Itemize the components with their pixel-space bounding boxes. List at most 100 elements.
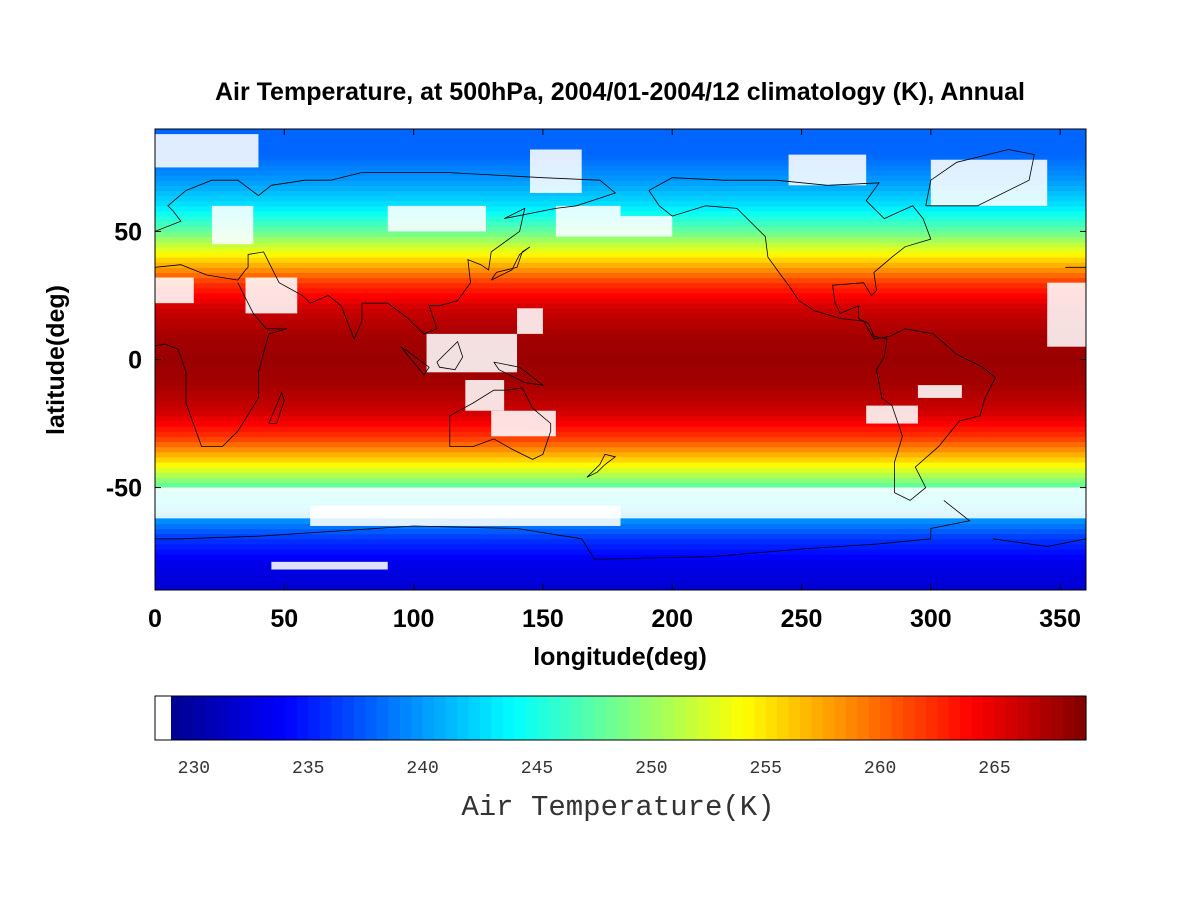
heatmap-band [155, 139, 1086, 145]
heatmap-band [155, 410, 1086, 417]
colorbar-segment [617, 696, 630, 740]
heatmap-band [155, 538, 1086, 545]
heatmap-band [155, 257, 1086, 263]
colorbar-segment [456, 696, 469, 740]
colorbar-segment [742, 696, 755, 740]
colorbar-tick-label: 250 [635, 759, 667, 779]
heatmap-band [155, 185, 1086, 192]
heatmap-band [155, 564, 1086, 571]
missing-data-patch [917, 385, 962, 398]
heatmap-band [155, 523, 1086, 530]
heatmap-band [155, 149, 1086, 156]
colorbar-segment [834, 696, 847, 740]
heatmap-band [155, 364, 1086, 371]
heatmap-band [155, 251, 1086, 258]
heatmap-band [155, 287, 1086, 294]
missing-data-patch [245, 277, 298, 314]
heatmap-band [155, 477, 1086, 484]
colorbar-label: Air Temperature(K) [461, 791, 774, 824]
heatmap-band [155, 482, 1086, 489]
heatmap-band [155, 134, 1086, 140]
x-tick-label: 300 [910, 605, 952, 633]
colorbar-segment [983, 696, 996, 740]
colorbar-segment [708, 696, 721, 740]
heatmap-band [155, 236, 1086, 243]
heatmap-band [155, 144, 1086, 151]
colorbar-segment [491, 696, 504, 740]
heatmap-band [155, 272, 1086, 279]
colorbar-segment [193, 696, 206, 740]
heatmap-band [155, 579, 1086, 586]
colorbar-segment [285, 696, 298, 740]
colorbar-segment [685, 696, 698, 740]
heatmap-band [155, 246, 1086, 253]
heatmap-band [155, 446, 1086, 453]
heatmap-band [155, 405, 1086, 412]
colorbar [154, 695, 1087, 741]
heatmap-band [155, 359, 1086, 366]
colorbar-segment [559, 696, 572, 740]
y-axis: -50 0 50 [106, 218, 1086, 503]
colorbar-tick-label: 230 [178, 759, 210, 779]
colorbar-segment [868, 696, 881, 740]
heatmap-band [155, 354, 1086, 361]
heatmap-band [155, 369, 1086, 376]
colorbar-segment [651, 696, 664, 740]
heatmap-band [155, 543, 1086, 550]
colorbar-segment [205, 696, 218, 740]
heatmap-band [155, 472, 1086, 478]
colorbar-segment [571, 696, 584, 740]
heatmap-band [155, 318, 1086, 325]
colorbar-segment [1051, 696, 1064, 740]
missing-data-patch [271, 561, 388, 570]
colorbar-segment [880, 696, 893, 740]
heatmap-band [155, 441, 1086, 448]
heatmap-band [155, 374, 1086, 381]
heatmap-band [155, 190, 1086, 197]
colorbar-segment [674, 696, 687, 740]
heatmap-band [155, 400, 1086, 407]
heatmap-plot [155, 129, 1086, 590]
x-tick-label: 200 [651, 605, 693, 633]
colorbar-segment [273, 696, 286, 740]
missing-data-patch [155, 277, 194, 304]
y-tick-label: -50 [106, 475, 142, 503]
colorbar-tick-label: 265 [978, 759, 1010, 779]
colorbar-segment [525, 696, 538, 740]
heatmap-band [155, 180, 1086, 186]
colorbar-segment [1040, 696, 1053, 740]
colorbar-segment [262, 696, 275, 740]
colorbar-segment [720, 696, 733, 740]
heatmap-band [155, 385, 1086, 391]
colorbar-segment [1063, 696, 1076, 740]
coastline [400, 346, 430, 376]
missing-data-patch [788, 154, 867, 186]
heatmap-band [155, 175, 1086, 181]
colorbar-segment [468, 696, 481, 740]
colorbar-segment [971, 696, 984, 740]
coastline [436, 340, 464, 371]
colorbar-segment [514, 696, 527, 740]
colorbar-segment [777, 696, 790, 740]
heatmap-band [155, 584, 1086, 590]
colorbar-segment [342, 696, 355, 740]
x-tick-label: 150 [522, 605, 564, 633]
heatmap-band [155, 456, 1086, 463]
x-tick-label: 0 [148, 605, 162, 633]
colorbar-segment [1005, 696, 1018, 740]
colorbar-segment [628, 696, 641, 740]
missing-data-patch [1047, 282, 1086, 347]
colorbar-segment [605, 696, 618, 740]
coastline [268, 391, 285, 424]
coastline [155, 267, 288, 447]
heatmap-band [155, 344, 1086, 350]
chart-title: Air Temperature, at 500hPa, 2004/01-2004… [215, 78, 1025, 106]
missing-data-patch [426, 333, 518, 373]
colorbar-segment [319, 696, 332, 740]
colorbar-segment [354, 696, 367, 740]
colorbar-segment [308, 696, 321, 740]
heatmap-band [155, 451, 1086, 458]
heatmap-band [155, 154, 1086, 161]
x-tick-label: 250 [781, 605, 823, 633]
heatmap-band [155, 379, 1086, 386]
